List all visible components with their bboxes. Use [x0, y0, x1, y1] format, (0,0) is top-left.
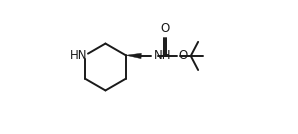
Text: O: O — [161, 22, 170, 35]
Polygon shape — [126, 53, 141, 59]
Text: NH: NH — [154, 49, 172, 62]
Text: HN: HN — [70, 49, 87, 62]
Text: O: O — [179, 49, 188, 62]
